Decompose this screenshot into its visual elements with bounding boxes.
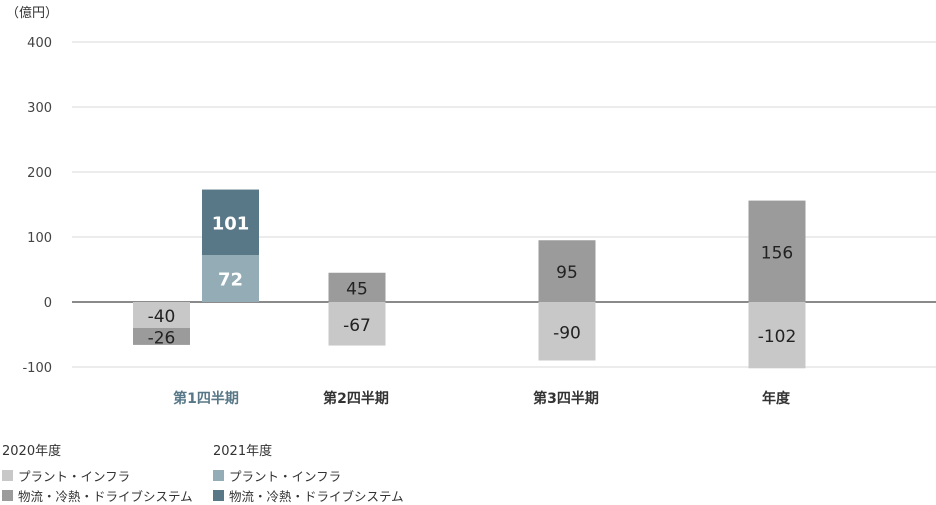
- y-tick-label-300: 300: [27, 101, 52, 116]
- data-label-2021-plant-0: 72: [218, 270, 243, 291]
- y-tick-label--100: -100: [22, 361, 52, 376]
- data-label-2020-plant-1: -67: [343, 316, 371, 336]
- data-label-2020-plant-2: -90: [553, 323, 581, 343]
- legend-swatch-2021-plant: [213, 469, 224, 481]
- legend-label-2020-logistics: 物流・冷熱・ドライブシステム: [18, 488, 193, 504]
- legend-2020: 2020年度 プラント・インフラ 物流・冷熱・ドライブシステム: [2, 440, 193, 505]
- x-category-label-3: 年度: [762, 390, 791, 407]
- bar-2020-plant-1: [328, 302, 386, 346]
- bar-2020-logistics-0: [133, 328, 190, 345]
- bar-2020-logistics-2: [538, 240, 596, 302]
- bar-2021-plant-0: [202, 255, 259, 302]
- data-label-2020-logistics-0: -26: [148, 328, 176, 348]
- data-label-2020-plant-3: -102: [758, 327, 797, 347]
- y-tick-label-200: 200: [27, 166, 52, 181]
- bar-2020-plant-0: [133, 302, 190, 328]
- bar-chart: -100 0 100 200 300 400 -40-26 72 101 第1四半期 -67 45 第2…: [22, 36, 936, 407]
- legend-2021: 2021年度 プラント・インフラ 物流・冷熱・ドライブシステム: [213, 440, 404, 505]
- legend-swatch-2021-logistics: [213, 489, 224, 501]
- data-label-2020-plant-0: -40: [148, 307, 176, 327]
- legend-item-2021-logistics: 物流・冷熱・ドライブシステム: [213, 485, 404, 505]
- y-tick-label-400: 400: [27, 36, 52, 51]
- legend-swatch-2020-logistics: [2, 489, 13, 501]
- y-tick-label-100: 100: [27, 231, 52, 246]
- x-category-label-0: 第1四半期: [173, 390, 239, 407]
- bar-2020-plant-3: [748, 302, 806, 369]
- legend-item-2020-logistics: 物流・冷熱・ドライブシステム: [2, 485, 193, 505]
- legend-swatch-2020-plant: [2, 469, 13, 481]
- legend-2021-title: 2021年度: [213, 444, 273, 459]
- bar-2020-plant-2: [538, 302, 596, 361]
- data-label-2021-logistics-0: 101: [212, 213, 250, 234]
- x-category-label-2: 第3四半期: [533, 390, 599, 407]
- bar-2020-logistics-1: [328, 272, 386, 302]
- bar-2020-logistics-3: [748, 200, 806, 302]
- legend-item-2020-plant: プラント・インフラ: [2, 465, 193, 485]
- legend-label-2020-plant: プラント・インフラ: [18, 468, 131, 484]
- legend-label-2021-plant: プラント・インフラ: [229, 468, 342, 484]
- data-label-2020-logistics-1: 45: [346, 279, 368, 299]
- data-label-2020-logistics-3: 156: [761, 243, 793, 263]
- y-tick-label-0: 0: [44, 296, 52, 311]
- data-label-2020-logistics-2: 95: [556, 263, 578, 283]
- y-axis-unit-label: （億円）: [6, 6, 59, 21]
- legend-2020-title: 2020年度: [2, 444, 62, 459]
- legend-label-2021-logistics: 物流・冷熱・ドライブシステム: [229, 488, 404, 504]
- legend-item-2021-plant: プラント・インフラ: [213, 465, 404, 485]
- x-category-label-1: 第2四半期: [323, 390, 389, 407]
- bar-2021-logistics-0: [202, 189, 259, 256]
